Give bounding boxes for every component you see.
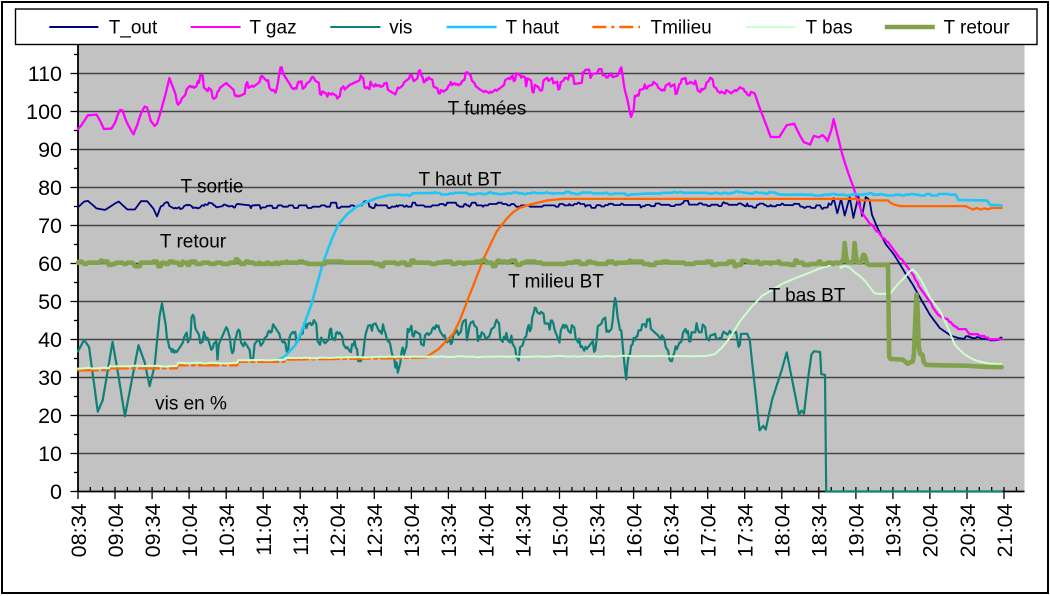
- svg-text:T haut BT: T haut BT: [418, 170, 501, 191]
- svg-text:14:34: 14:34: [511, 503, 535, 557]
- svg-text:vis en %: vis en %: [155, 394, 227, 415]
- svg-text:T bas BT: T bas BT: [769, 286, 846, 307]
- svg-text:0: 0: [50, 480, 62, 504]
- svg-text:20:04: 20:04: [919, 503, 943, 557]
- svg-text:T bas: T bas: [806, 18, 853, 39]
- svg-text:Tmilieu: Tmilieu: [651, 18, 712, 39]
- svg-text:14:04: 14:04: [474, 503, 498, 557]
- svg-text:T milieu BT: T milieu BT: [508, 272, 604, 293]
- svg-text:17:34: 17:34: [734, 503, 758, 557]
- svg-text:10:34: 10:34: [215, 503, 239, 557]
- svg-text:30: 30: [38, 366, 62, 390]
- svg-text:18:34: 18:34: [808, 503, 832, 557]
- svg-text:vis: vis: [389, 18, 412, 39]
- svg-text:18:04: 18:04: [771, 503, 795, 557]
- svg-text:T fumées: T fumées: [448, 99, 527, 120]
- svg-text:16:34: 16:34: [660, 503, 684, 557]
- svg-text:90: 90: [38, 138, 62, 162]
- svg-text:13:04: 13:04: [400, 503, 424, 557]
- svg-text:70: 70: [38, 214, 62, 238]
- svg-text:100: 100: [26, 100, 62, 124]
- svg-text:T retour: T retour: [944, 18, 1011, 39]
- svg-text:T haut: T haut: [506, 18, 560, 39]
- svg-text:19:04: 19:04: [845, 503, 869, 557]
- svg-text:60: 60: [38, 252, 62, 276]
- svg-text:09:34: 09:34: [141, 503, 165, 557]
- svg-text:40: 40: [38, 328, 62, 352]
- svg-text:T gaz: T gaz: [249, 18, 296, 39]
- svg-text:T retour: T retour: [160, 232, 227, 253]
- svg-text:11:04: 11:04: [252, 503, 276, 555]
- svg-text:17:04: 17:04: [697, 503, 721, 557]
- svg-text:15:34: 15:34: [585, 503, 609, 557]
- svg-text:19:34: 19:34: [882, 503, 906, 557]
- svg-text:80: 80: [38, 176, 62, 200]
- svg-text:T_out: T_out: [109, 18, 158, 39]
- svg-text:16:04: 16:04: [622, 503, 646, 557]
- svg-text:21:04: 21:04: [993, 503, 1017, 557]
- svg-text:20: 20: [38, 404, 62, 428]
- svg-text:12:04: 12:04: [326, 503, 350, 557]
- svg-text:10:04: 10:04: [178, 503, 202, 557]
- svg-text:08:34: 08:34: [67, 503, 91, 557]
- svg-text:09:04: 09:04: [104, 503, 128, 557]
- svg-text:12:34: 12:34: [363, 503, 387, 557]
- svg-text:110: 110: [28, 62, 62, 86]
- svg-text:10: 10: [38, 442, 62, 466]
- svg-text:20:34: 20:34: [956, 503, 980, 557]
- svg-text:15:04: 15:04: [548, 503, 572, 557]
- svg-text:T sortie: T sortie: [180, 177, 243, 198]
- svg-text:13:34: 13:34: [437, 503, 461, 557]
- svg-text:11:34: 11:34: [289, 503, 313, 555]
- svg-text:50: 50: [38, 290, 62, 314]
